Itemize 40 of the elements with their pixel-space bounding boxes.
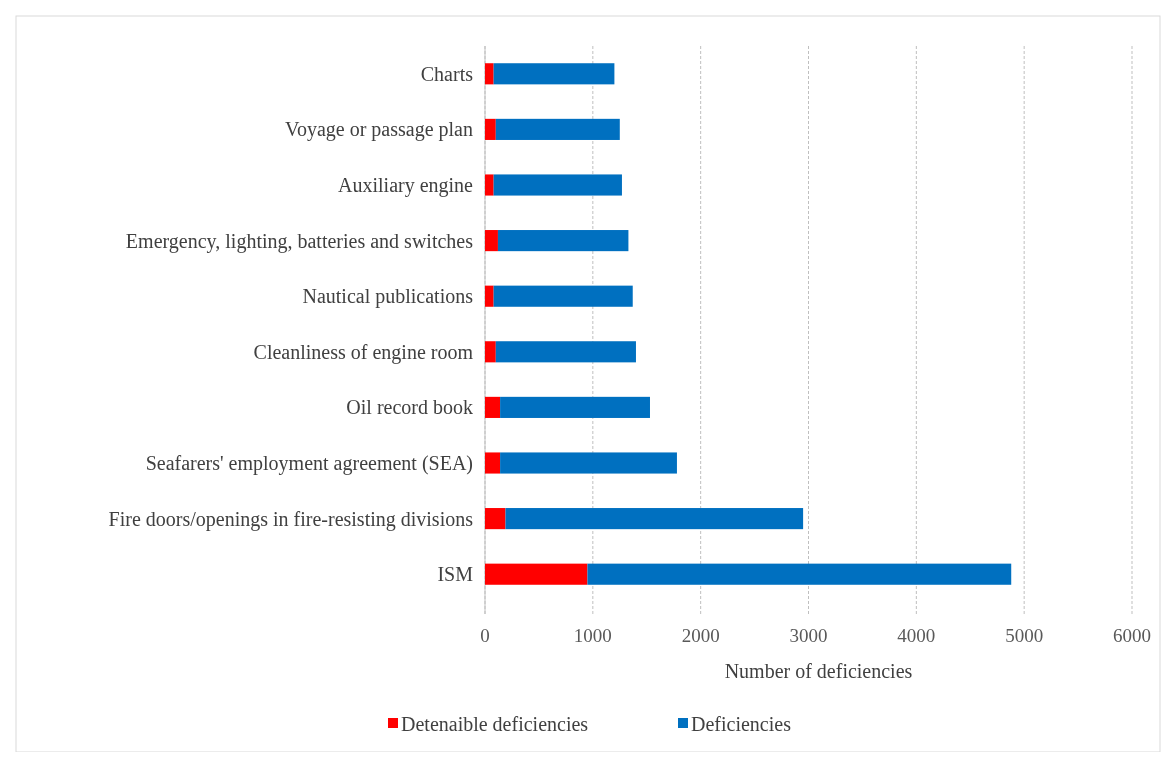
x-tick-label: 6000 (1113, 625, 1151, 646)
y-tick-label: Auxiliary engine (338, 174, 474, 197)
y-tick-label: Voyage or passage plan (285, 118, 473, 142)
bar (500, 452, 677, 474)
y-tick-label: Nautical publications (302, 285, 474, 309)
x-tick-label: 3000 (789, 625, 828, 646)
bar (505, 508, 804, 530)
bar (495, 118, 620, 140)
legend-label: Deficiencies (691, 713, 792, 735)
legend-label: Detenaible deficiencies (401, 713, 589, 735)
bar (497, 230, 629, 252)
bar (485, 563, 588, 585)
bar (485, 230, 498, 252)
y-tick-label: Oil record book (346, 396, 473, 419)
x-tick-label: 2000 (681, 625, 720, 646)
bar (485, 341, 496, 363)
bar (493, 63, 615, 85)
bar (485, 174, 494, 196)
bar (485, 285, 494, 307)
y-tick-label: ISM (437, 563, 474, 586)
y-tick-label: Cleanliness of engine room (253, 340, 474, 364)
bar (485, 508, 506, 530)
x-tick-label: 4000 (897, 625, 936, 646)
y-tick-label: Fire doors/openings in fire-resisting divisions (108, 507, 474, 531)
y-tick-label: Emergency, lighting, batteries and switches (125, 229, 474, 253)
y-tick-label: Seafarers' employment agreement (SEA) (145, 452, 473, 475)
bar (587, 563, 1012, 585)
x-tick-label: 5000 (1005, 625, 1044, 646)
x-tick-label: 0 (480, 625, 490, 646)
y-tick-label: Charts (420, 62, 474, 85)
bar (493, 285, 633, 307)
bar (485, 396, 501, 418)
x-axis-title: Number of deficiencies (724, 660, 913, 682)
bar (485, 118, 496, 140)
bar (485, 63, 494, 85)
x-tick-label: 1000 (573, 625, 612, 646)
bar (495, 341, 636, 363)
bar (485, 452, 501, 474)
bar (493, 174, 622, 196)
bar (500, 396, 650, 418)
